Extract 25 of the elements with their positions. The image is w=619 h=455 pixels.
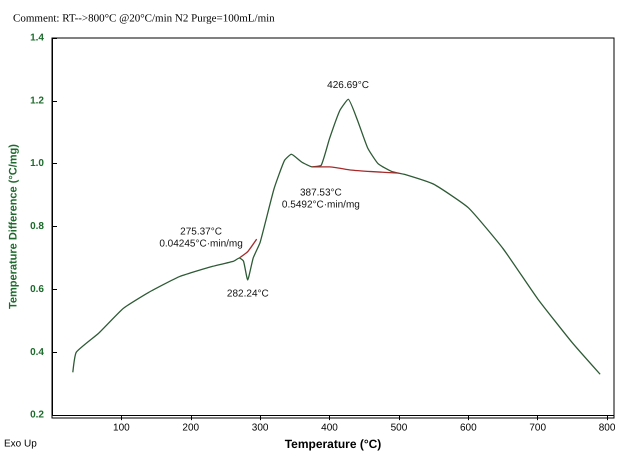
x-tick-label: 100 [113,422,130,434]
y-tick-label: 1.4 [30,32,44,44]
y-tick-label: 0.6 [30,284,44,295]
x-axis-title: Temperature (°C) [284,437,382,451]
x-tick-label: 700 [529,422,546,434]
y-tick-label: 1.2 [30,95,44,106]
annotation: 282.24°C [226,288,269,300]
x-tick-label: 300 [252,422,269,434]
annotation: 426.69°C [327,80,369,91]
line-series [72,98,601,375]
y-axis-title: Temperature Difference (°C/mg) [8,144,20,310]
x-tick-label: 500 [390,422,408,434]
x-tick-label: 800 [598,422,616,434]
y-tick-label: 1.0 [30,158,44,170]
annotation: 387.53°C 0.5492°C·min/mg [282,187,360,210]
text: Exo Up [4,438,38,450]
annotation: 275.37°C 0.04245°C·min/mg [159,226,243,250]
chart-title: Comment: RT-->800°C @20°C/min N2 Purge=100mL/min [13,12,276,24]
y-tick-label: 0.8 [30,221,44,232]
x-tick-label: 600 [460,422,478,434]
x-tick-label: 400 [321,422,338,434]
line-series [312,166,400,174]
y-tick-label: 0.4 [30,346,44,358]
x-tick-label: 200 [182,422,200,434]
y-tick-label: 0.2 [30,410,44,421]
